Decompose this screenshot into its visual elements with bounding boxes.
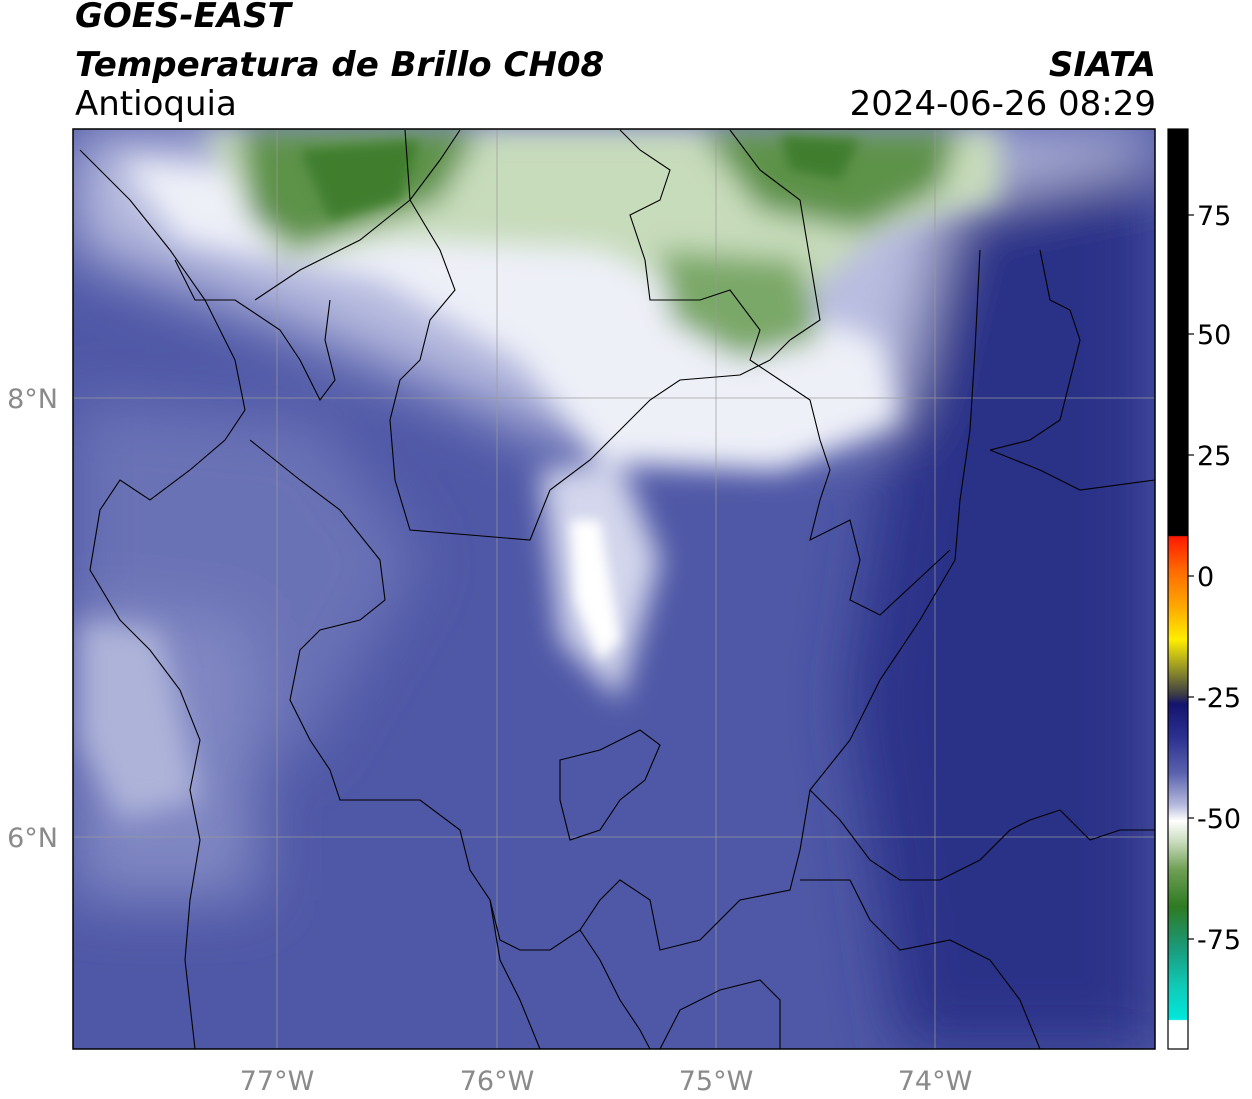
caldas-border <box>489 899 541 1049</box>
colorbar-tick-minus50: -50 <box>1197 804 1241 835</box>
brand-label: SIATA <box>1048 45 1156 85</box>
bolivar-border <box>619 129 951 616</box>
colorbar-tick-minus25: -25 <box>1197 683 1241 714</box>
lon-label-75w: 75°W <box>679 1066 754 1097</box>
lon-label-74w: 74°W <box>898 1066 973 1097</box>
product-title: Temperatura de Brillo CH08 <box>75 45 605 85</box>
region-subtitle: Antioquia <box>75 84 237 124</box>
temperature-field <box>73 129 1155 1049</box>
colorbar-tick-25: 25 <box>1197 441 1231 472</box>
timestamp-label: 2024-06-26 08:29 <box>849 84 1156 124</box>
political-boundaries <box>79 129 1155 1049</box>
santander-border <box>989 449 1155 491</box>
coastline-uraba <box>174 259 336 402</box>
tolima-border <box>659 979 781 1049</box>
colorbar-tick-50: 50 <box>1197 320 1231 351</box>
colorbar-tick-minus75: -75 <box>1197 925 1241 956</box>
lat-label-8n: 8°N <box>7 384 58 415</box>
colorbar-frame <box>1167 128 1189 1050</box>
coastline-caribbean <box>254 129 461 301</box>
risaralda-border <box>579 929 651 1049</box>
boyaca-border <box>809 789 1155 881</box>
antioquia-border <box>249 249 981 951</box>
map-frame <box>72 128 1156 1050</box>
colorbar: 75 50 25 0 -25 -50 -75 <box>1167 128 1241 1050</box>
lat-label-6n: 6°N <box>7 823 58 854</box>
municipality-enclave <box>559 729 661 841</box>
colorbar-scale <box>1168 129 1188 1049</box>
lon-label-77w: 77°W <box>240 1066 315 1097</box>
cordoba-border <box>389 129 791 541</box>
east-border <box>989 249 1081 451</box>
colorbar-tick-0: 0 <box>1197 562 1214 593</box>
lon-label-76w: 76°W <box>460 1066 535 1097</box>
colorbar-tick-75: 75 <box>1197 201 1231 232</box>
coastline-pacific <box>79 149 246 1049</box>
cesar-border <box>729 129 821 341</box>
map-gridlines <box>73 129 1155 1049</box>
satellite-title: GOES-EAST <box>75 0 291 36</box>
cundinamarca-border <box>800 879 1041 1049</box>
colorbar-tick-marks <box>1188 214 1194 940</box>
